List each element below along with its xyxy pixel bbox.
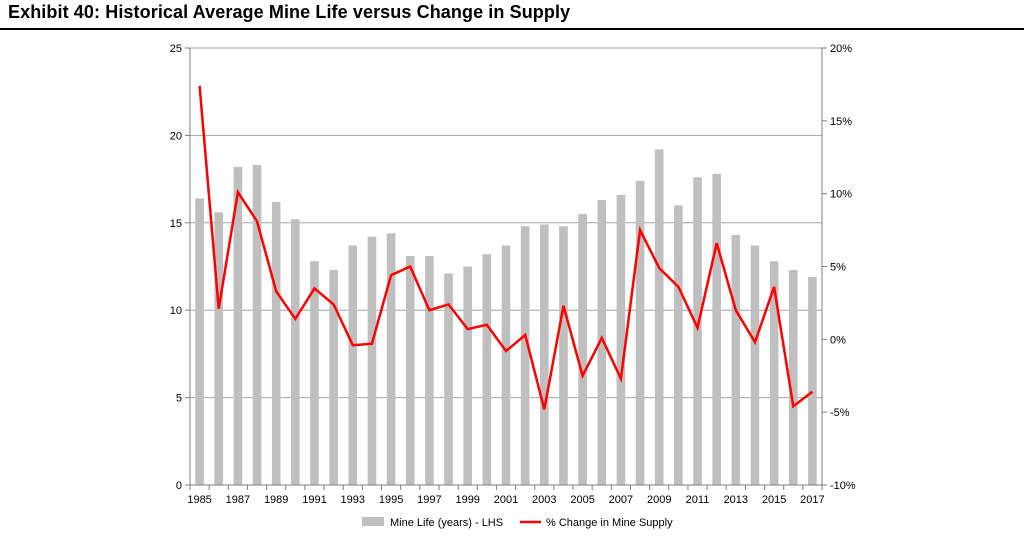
- y2-tick-label: 0%: [830, 334, 846, 346]
- bar: [310, 261, 319, 485]
- bar: [386, 233, 396, 485]
- x-tick-label: 2017: [800, 494, 824, 506]
- bar: [769, 261, 779, 485]
- x-tick-label: 2011: [686, 494, 710, 506]
- bar: [463, 266, 473, 485]
- bar: [214, 212, 224, 485]
- bar: [808, 276, 817, 485]
- bar: [195, 198, 204, 485]
- bar: [616, 194, 626, 485]
- x-tick-label: 2013: [724, 494, 748, 506]
- line-series: [198, 85, 814, 410]
- y2-tick-label: -10%: [830, 480, 856, 492]
- x-tick-label: 1995: [379, 494, 403, 506]
- bar: [291, 219, 300, 485]
- bar: [367, 236, 377, 485]
- x-tick-label: 1987: [226, 494, 250, 506]
- bar: [654, 149, 664, 485]
- bar: [501, 245, 511, 485]
- bar: [520, 226, 530, 485]
- y-tick-label: 25: [170, 43, 182, 55]
- bar: [539, 224, 549, 485]
- bar: [731, 235, 741, 485]
- x-tick-label: 1989: [264, 494, 288, 506]
- exhibit-title: Exhibit 40: Historical Average Mine Life…: [8, 2, 571, 22]
- x-tick-label: 1985: [187, 494, 211, 506]
- bar: [635, 180, 645, 485]
- bar: [233, 166, 243, 485]
- x-tick-label: 2015: [762, 494, 786, 506]
- bar: [597, 200, 607, 486]
- y2-tick-label: 10%: [830, 189, 852, 201]
- x-tick-label: 1999: [455, 494, 479, 506]
- y-tick-label: 20: [170, 130, 182, 142]
- x-tick-label: 1997: [417, 494, 441, 506]
- axes: [185, 47, 827, 490]
- legend-label-bars: Mine Life (years) - LHS: [390, 517, 503, 529]
- bar: [329, 269, 338, 485]
- bar: [693, 177, 702, 486]
- legend-label-line: % Change in Mine Supply: [546, 517, 673, 529]
- y-tick-label: 15: [170, 218, 182, 230]
- y2-tick-label: 5%: [830, 262, 846, 274]
- bar: [559, 226, 568, 485]
- y2-tick-label: 20%: [830, 43, 852, 55]
- title-rule: [0, 28, 1024, 30]
- supply-change-line: [198, 85, 814, 410]
- bar: [712, 173, 721, 485]
- bar: [788, 269, 798, 485]
- x-tick-label: 2007: [609, 494, 633, 506]
- bar: [405, 256, 415, 485]
- x-tick-label: 2003: [532, 494, 556, 506]
- bar-series: [195, 149, 817, 486]
- y2-tick-label: 15%: [830, 116, 852, 128]
- bar: [482, 254, 492, 485]
- x-tick-label: 1993: [341, 494, 365, 506]
- x-tick-label: 2009: [647, 494, 671, 506]
- y-tick-label: 10: [170, 305, 182, 317]
- bar: [425, 256, 434, 485]
- y-tick-label: 0: [176, 480, 182, 492]
- bar: [674, 205, 683, 485]
- bar: [252, 165, 262, 485]
- bar: [750, 245, 760, 485]
- y-tick-label: 5: [176, 393, 182, 405]
- bar: [348, 245, 358, 485]
- x-tick-label: 2001: [494, 494, 518, 506]
- bar: [444, 273, 453, 485]
- x-tick-label: 1991: [302, 494, 326, 506]
- bar: [271, 201, 281, 485]
- legend-swatch-bars: [362, 517, 384, 526]
- x-tick-label: 2005: [570, 494, 594, 506]
- bar: [578, 214, 587, 485]
- legend: Mine Life (years) - LHS % Change in Mine …: [362, 517, 673, 529]
- y2-tick-label: -5%: [830, 407, 850, 419]
- tick-labels: 0 5 10 15 20 25 -10% -5% 0% 5% 10% 15% 20% 1985 1987 19…: [170, 43, 856, 506]
